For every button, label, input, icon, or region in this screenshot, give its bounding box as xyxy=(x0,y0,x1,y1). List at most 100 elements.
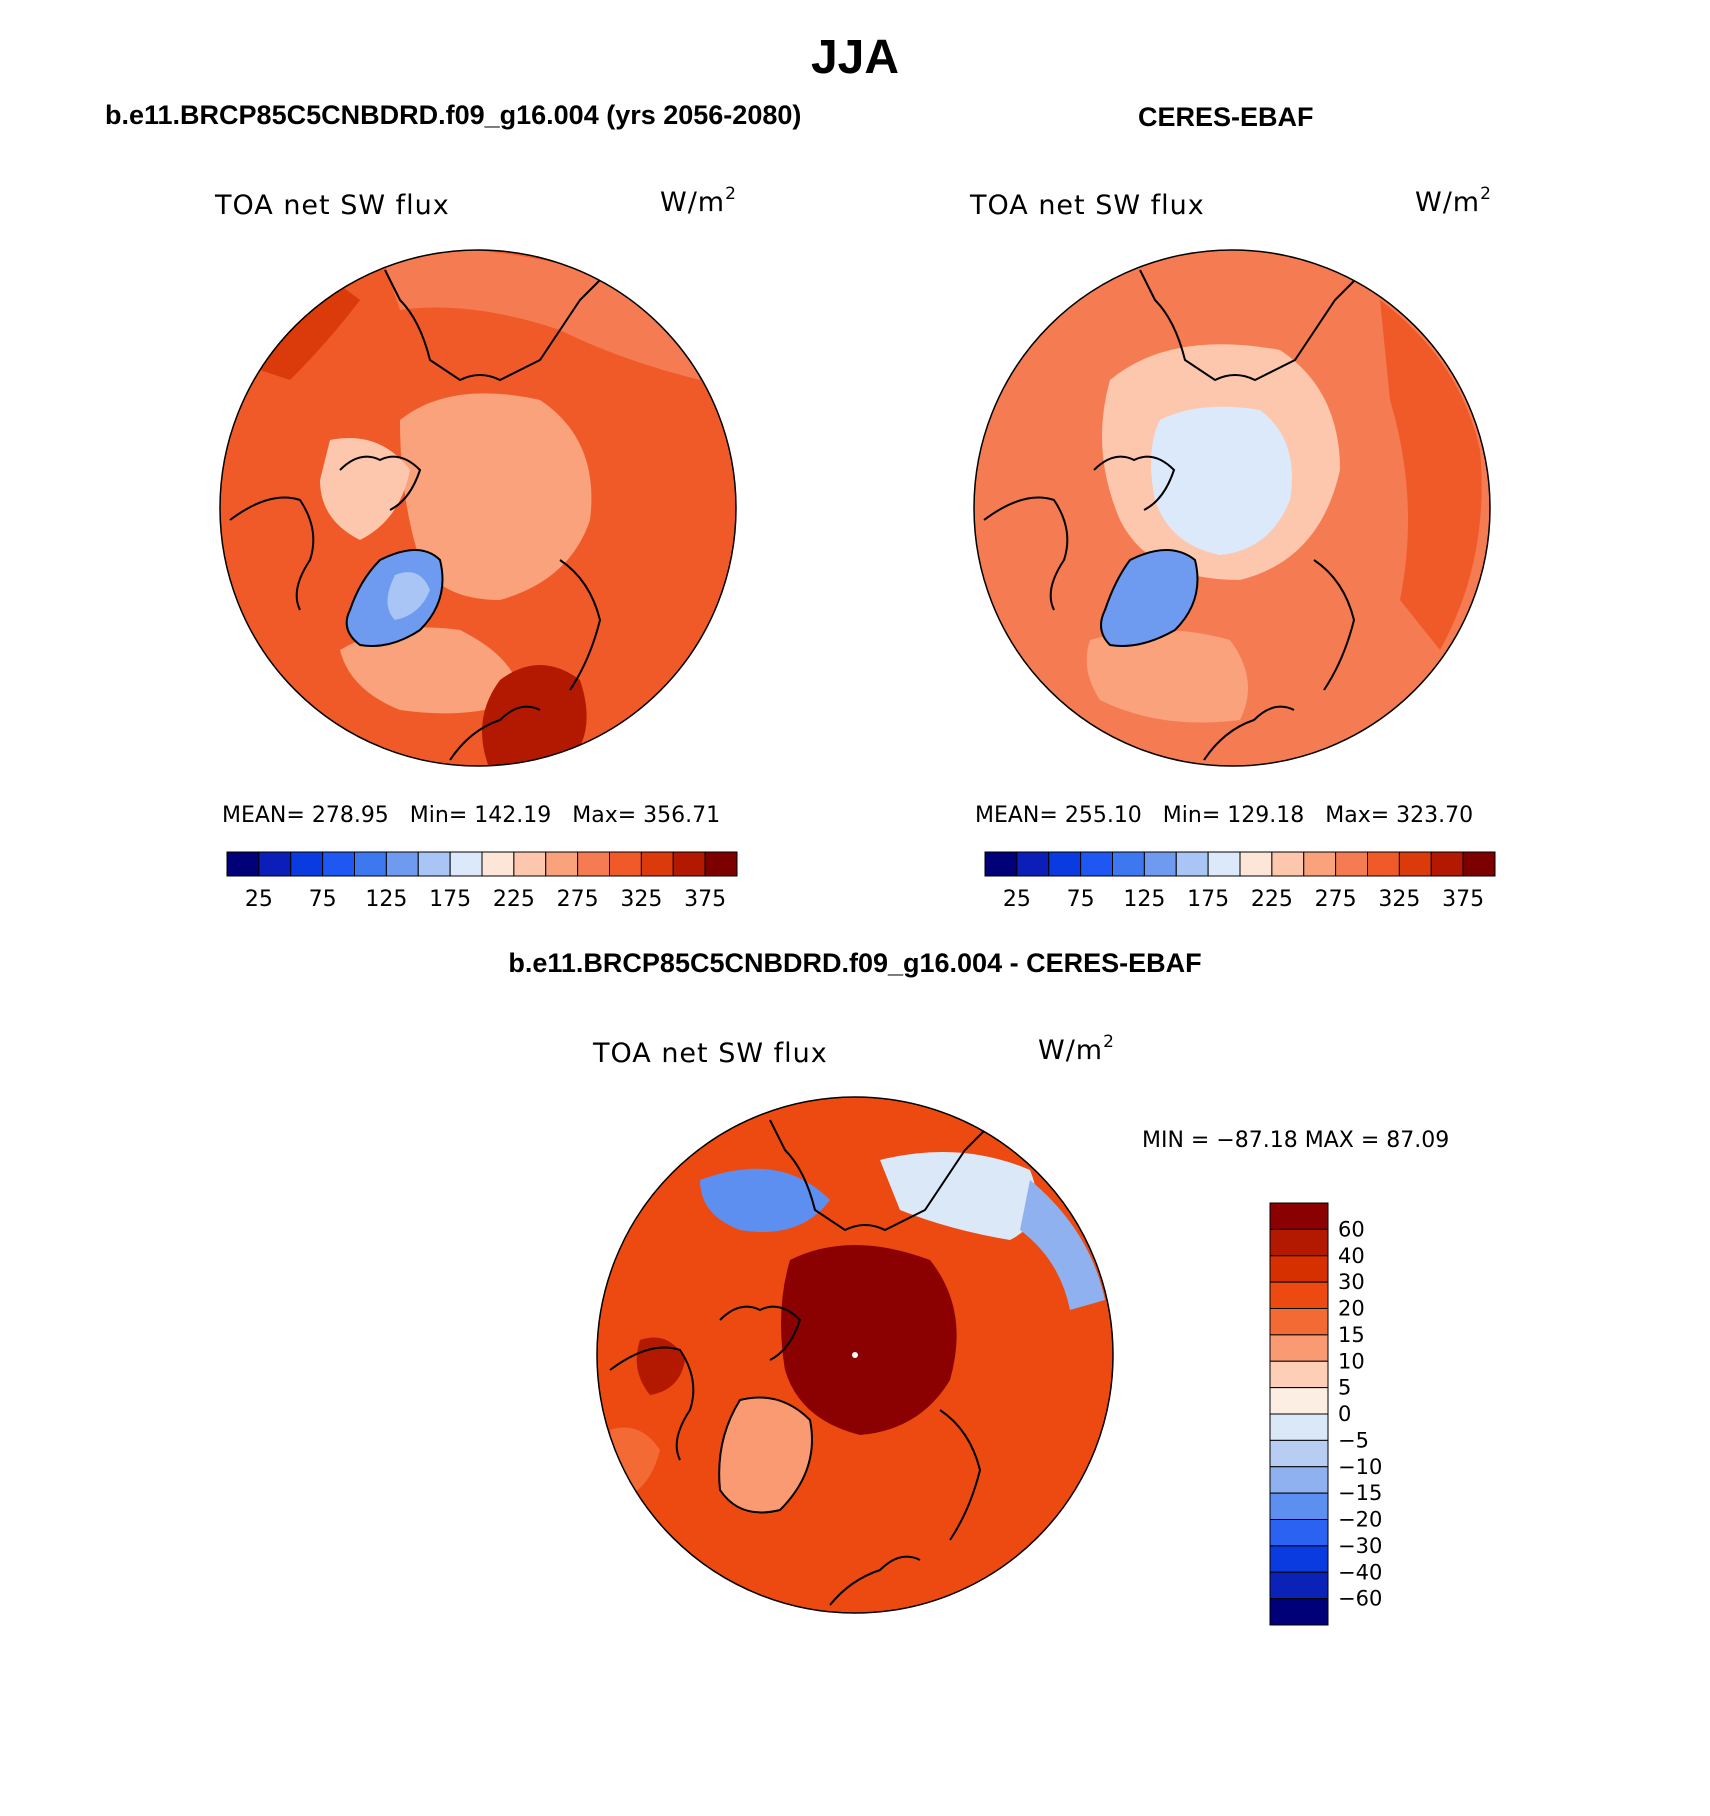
right-case-title: CERES-EBAF xyxy=(1138,102,1314,132)
right-mean-label: MEAN= xyxy=(975,803,1058,828)
right-map-central-arctic xyxy=(1151,406,1292,555)
left-mean-label: MEAN= xyxy=(222,803,305,828)
diff-stats: MIN = −87.18 MAX = 87.09 xyxy=(1142,1128,1450,1153)
diff-units-exp: 2 xyxy=(1103,1032,1115,1052)
left-units-exp: 2 xyxy=(725,184,737,204)
left-colorbar-tick-label: 375 xyxy=(684,887,726,912)
diff-units-label: W/m2 xyxy=(1038,1032,1115,1066)
diff-colorbar-box xyxy=(1269,1281,1329,1309)
right-colorbar: 25 75 125 175 225 275 325 375 xyxy=(984,851,1496,912)
diff-map-negative-region xyxy=(1020,1180,1105,1310)
left-colorbar-box xyxy=(354,851,387,877)
diff-colorbar-tick-label: −5 xyxy=(1338,1428,1369,1452)
left-min-value: 142.19 xyxy=(474,803,552,828)
diff-map xyxy=(596,1096,1114,1614)
left-colorbar-box xyxy=(290,851,324,877)
left-map-greenland-interior xyxy=(387,572,430,620)
diff-colorbar-box xyxy=(1269,1202,1329,1230)
right-colorbar-box xyxy=(1048,851,1082,877)
left-map-outline xyxy=(219,249,737,767)
right-min-value: 129.18 xyxy=(1227,803,1305,828)
left-colorbar-tick-label: 225 xyxy=(493,887,535,912)
diff-map-coastlines xyxy=(609,1119,986,1606)
left-colorbar-tick-label: 75 xyxy=(309,887,337,912)
left-colorbar-box xyxy=(609,851,642,877)
left-colorbar-tick-label: 325 xyxy=(620,887,662,912)
right-colorbar-box xyxy=(1112,851,1145,877)
right-min-label: Min= xyxy=(1162,803,1221,828)
diff-colorbar-box xyxy=(1269,1308,1329,1336)
diff-colorbar-box xyxy=(1269,1228,1329,1257)
right-colorbar-box xyxy=(1143,851,1177,877)
left-map xyxy=(219,249,737,767)
diff-colorbar-tick-label: −60 xyxy=(1338,1587,1382,1611)
right-colorbar-box xyxy=(1430,851,1464,877)
right-units-exp: 2 xyxy=(1480,184,1492,204)
diff-colorbar-tick-label: 10 xyxy=(1338,1349,1365,1373)
diff-colorbar-tick-label: 30 xyxy=(1338,1270,1365,1294)
diff-colorbar-box xyxy=(1269,1571,1329,1600)
diff-map-greenland xyxy=(718,1396,813,1514)
right-colorbar-tick-label: 75 xyxy=(1067,887,1095,912)
diff-colorbar-box xyxy=(1269,1439,1329,1468)
left-variable-label: TOA net SW flux xyxy=(215,190,450,221)
right-stats: MEAN= 255.10 Min= 129.18 Max= 323.70 xyxy=(975,803,1473,828)
diff-variable-label: TOA net SW flux xyxy=(593,1038,828,1069)
right-map xyxy=(973,249,1491,767)
figure-title: JJA xyxy=(810,31,900,84)
left-colorbar-box xyxy=(226,851,260,877)
right-colorbar-tick-label: 375 xyxy=(1442,887,1484,912)
right-colorbar-box xyxy=(1271,851,1305,877)
diff-map-negative-region xyxy=(880,1152,1037,1240)
left-colorbar-tick-label: 275 xyxy=(557,887,599,912)
left-colorbar-box xyxy=(258,851,292,877)
diff-map-region xyxy=(636,1337,685,1395)
diff-map-pole-marker xyxy=(852,1352,858,1358)
diff-map-central-arctic xyxy=(781,1245,957,1435)
right-colorbar-box xyxy=(1207,851,1241,877)
left-colorbar-tick-label: 125 xyxy=(365,887,407,912)
left-colorbar-box xyxy=(449,851,483,877)
left-map-region xyxy=(380,250,700,380)
left-units-base: W/m xyxy=(660,187,726,218)
left-map-scandinavia xyxy=(482,665,587,766)
right-colorbar-tick-label: 175 xyxy=(1187,887,1229,912)
right-colorbar-tick-label: 125 xyxy=(1123,887,1165,912)
diff-colorbar-tick-label: −30 xyxy=(1338,1534,1382,1558)
right-map-region xyxy=(1086,630,1248,723)
left-colorbar-box xyxy=(640,851,674,877)
diff-colorbar-tick-label: −40 xyxy=(1338,1560,1382,1584)
diff-colorbar-box xyxy=(1269,1492,1329,1520)
diff-colorbar-box xyxy=(1269,1255,1329,1283)
left-mean-value: 278.95 xyxy=(311,803,389,828)
left-colorbar-box xyxy=(481,851,515,877)
diff-colorbar-tick-label: 15 xyxy=(1338,1323,1365,1347)
right-colorbar-box xyxy=(984,851,1018,877)
right-colorbar-box xyxy=(1303,851,1337,877)
diff-colorbar-box xyxy=(1269,1598,1329,1626)
left-colorbar-tick-label: 175 xyxy=(429,887,471,912)
right-colorbar-tick-label: 275 xyxy=(1315,887,1357,912)
left-colorbar-box xyxy=(704,851,738,877)
right-colorbar-tick-label: 25 xyxy=(1003,887,1031,912)
left-colorbar-box xyxy=(672,851,706,877)
left-map-central-arctic xyxy=(400,393,592,600)
diff-case-title: b.e11.BRCP85C5CNBDRD.f09_g16.004 - CERES… xyxy=(508,948,1202,978)
diff-colorbar-box xyxy=(1269,1413,1329,1441)
right-variable-label: TOA net SW flux xyxy=(970,190,1205,221)
right-colorbar-tick-label: 325 xyxy=(1378,887,1420,912)
diff-colorbar-tick-label: 20 xyxy=(1338,1297,1365,1321)
left-colorbar-box xyxy=(417,851,451,877)
right-colorbar-box xyxy=(1367,851,1400,877)
right-colorbar-box xyxy=(1398,851,1432,877)
left-colorbar-box xyxy=(513,851,547,877)
left-colorbar-box xyxy=(577,851,610,877)
right-mean-value: 255.10 xyxy=(1064,803,1142,828)
left-colorbar-box xyxy=(322,851,355,877)
diff-colorbar-tick-label: −15 xyxy=(1338,1481,1382,1505)
diff-colorbar-tick-label: 5 xyxy=(1338,1376,1351,1400)
left-map-coastlines xyxy=(229,269,602,761)
right-colorbar-tick-label: 225 xyxy=(1251,887,1293,912)
